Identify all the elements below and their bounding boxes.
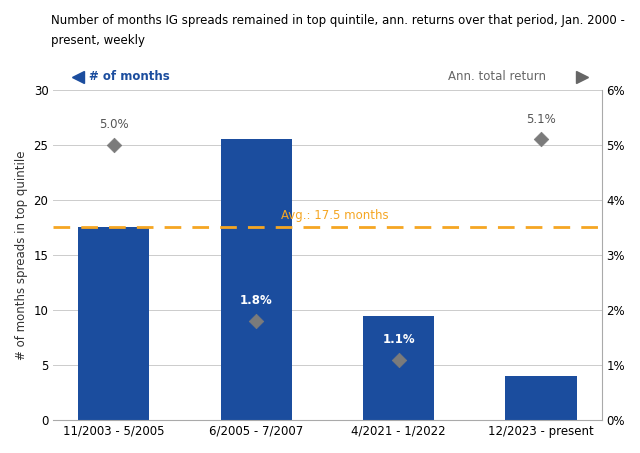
Bar xyxy=(363,316,434,420)
Text: Avg.: 17.5 months: Avg.: 17.5 months xyxy=(281,209,388,222)
Text: 1.1%: 1.1% xyxy=(382,333,415,346)
Text: Number of months IG spreads remained in top quintile, ann. returns over that per: Number of months IG spreads remained in … xyxy=(51,14,625,27)
Point xyxy=(536,136,546,143)
Text: present, weekly: present, weekly xyxy=(51,34,145,47)
Text: 5.1%: 5.1% xyxy=(526,113,556,125)
Point xyxy=(109,141,119,149)
Text: 1.8%: 1.8% xyxy=(240,294,273,307)
Point xyxy=(251,318,261,325)
Point xyxy=(394,356,404,363)
Bar xyxy=(506,376,577,420)
Y-axis label: # of months spreads in top quintile: # of months spreads in top quintile xyxy=(15,150,28,360)
Text: 5.0%: 5.0% xyxy=(99,118,129,131)
Bar xyxy=(78,227,149,420)
Text: Ann. total return: Ann. total return xyxy=(448,70,546,83)
Text: # of months: # of months xyxy=(89,70,170,83)
Bar xyxy=(221,140,292,420)
